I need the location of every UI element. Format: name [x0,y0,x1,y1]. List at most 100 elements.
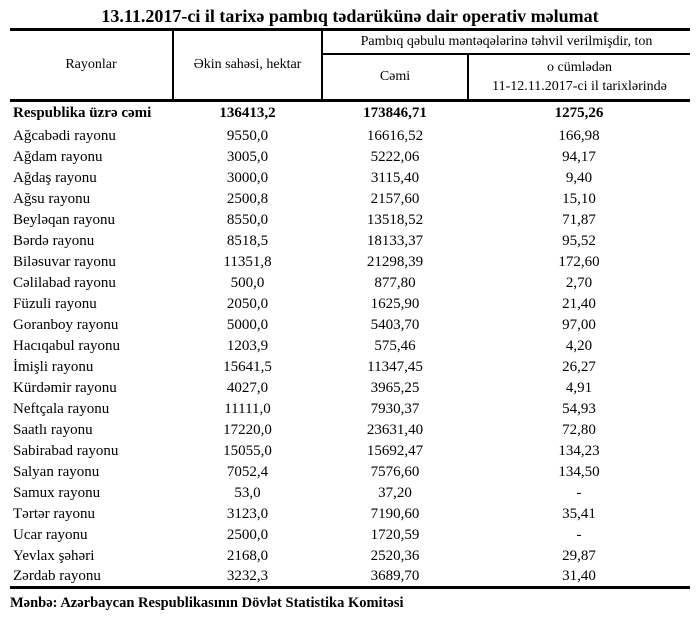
row-region-label: Sabirabad rayonu [13,442,119,459]
row-delivered-total: 21298,39 [366,253,424,270]
row-sown-area: 17220,0 [223,421,272,438]
row-delivered-total: 1625,90 [370,295,420,312]
row-sown-area: 2050,0 [226,295,269,312]
row-sown-area: 11351,8 [223,253,272,270]
table-row: Hacıqabul rayonu 1203,9 575,46 4,20 [10,336,690,357]
table-row: Beyləqan rayonu 8550,0 13518,52 71,87 [10,210,690,231]
row-delivered-11-12: 134,23 [558,442,600,459]
row-region-label: Goranboy rayonu [13,316,119,333]
row-region-label: Ağcabədi rayonu [13,127,116,144]
col-header-recent-dates: o cümlədən 11-12.11.2017-ci il tarixləri… [468,53,691,102]
row-delivered-11-12: 26,27 [562,358,596,375]
total-row: Respublika üzrə cəmi 136413,2 173846,71 … [10,101,690,126]
row-sown-area: 11111,0 [224,400,271,417]
col-header-delivery-group: Pambıq qəbulu məntəqələrinə təhvil veril… [322,29,691,55]
table-row: Zərdab rayonu 3232,3 3689,70 31,40 [10,567,690,588]
row-delivered-total: 11347,45 [367,358,423,375]
col-header-total: Cəmi [322,53,469,102]
header-row-1: Rayonlar Əkin sahəsi, hektar Pambıq qəbu… [10,29,691,102]
total-row-delivered-total: 173846,71 [363,105,427,122]
table-row: Cəlilabad rayonu 500,0 877,80 2,70 [10,273,690,294]
row-delivered-total: 3689,70 [370,567,420,584]
row-sown-area: 3000,0 [226,169,269,186]
table-row: Salyan rayonu 7052,4 7576,60 134,50 [10,462,690,483]
row-region-label: Salyan rayonu [13,463,100,480]
row-sown-area: 7052,4 [226,463,269,480]
row-sown-area: 53,0 [234,484,261,501]
cotton-procurement-table: Rayonlar Əkin sahəsi, hektar Pambıq qəbu… [10,28,691,589]
row-delivered-total: 18133,37 [366,232,424,249]
row-region-label: Ucar rayonu [13,526,88,543]
row-sown-area: 3005,0 [226,148,269,165]
row-delivered-11-12: 2,70 [565,274,593,291]
row-delivered-total: 16616,52 [366,127,424,144]
row-delivered-total: 37,20 [378,484,412,501]
table-row: Sabirabad rayonu 15055,0 15692,47 134,23 [10,441,690,462]
row-sown-area: 15641,5 [223,358,272,375]
row-region-label: Zərdab rayonu [13,567,101,584]
row-sown-area: 2500,0 [226,526,269,543]
table-row: Bərdə rayonu 8518,5 18133,37 95,52 [10,231,690,252]
row-delivered-11-12: 72,80 [562,421,596,438]
row-delivered-11-12: 166,98 [558,127,600,144]
row-delivered-11-12: 15,10 [562,190,596,207]
row-delivered-11-12: 4,20 [565,337,593,354]
row-sown-area: 5000,0 [226,316,269,333]
col-header-region: Rayonlar [10,29,174,102]
row-delivered-11-12: 54,93 [562,400,596,417]
row-delivered-11-12: - [576,526,582,543]
row-delivered-total: 7576,60 [370,463,420,480]
row-delivered-11-12: 29,87 [562,547,596,564]
header-row-2: Cəmi o cümlədən 11-12.11.2017-ci il tari… [10,53,691,102]
row-region-label: Ağdam rayonu [13,148,103,165]
table-row: Goranboy rayonu 5000,0 5403,70 97,00 [10,315,690,336]
row-region-label: Yevlax şəhəri [13,547,95,564]
row-sown-area: 2168,0 [226,547,269,564]
row-region-label: Kürdəmir rayonu [13,379,117,396]
total-row-label: Respublika üzrə cəmi [13,105,152,122]
source-note: Mənbə: Azərbaycan Respublikasının Dövlət… [10,595,404,611]
row-delivered-11-12: 35,41 [562,505,596,522]
row-region-label: Füzuli rayonu [13,295,97,312]
col-header-sown-area: Əkin sahəsi, hektar [173,29,323,102]
col-header-recent-line1: o cümlədən [547,59,612,75]
table-row: Biləsuvar rayonu 11351,8 21298,39 172,60 [10,252,690,273]
row-delivered-11-12: 134,50 [558,463,600,480]
row-region-label: Hacıqabul rayonu [13,337,121,354]
row-sown-area: 4027,0 [226,379,269,396]
table-row: Samux rayonu 53,0 37,20 - [10,483,690,504]
row-delivered-total: 877,80 [374,274,416,291]
row-region-label: Ağsu rayonu [13,190,91,207]
row-delivered-total: 2157,60 [370,190,420,207]
total-row-delivered-11-12: 1275,26 [554,105,604,122]
row-delivered-11-12: 94,17 [562,148,596,165]
table-row: Ucar rayonu 2500,0 1720,59 - [10,525,690,546]
row-delivered-11-12: 172,60 [558,253,600,270]
row-delivered-total: 3965,25 [370,379,420,396]
row-sown-area: 8550,0 [226,211,269,228]
row-delivered-total: 15692,47 [366,442,424,459]
table-row: Yevlax şəhəri 2168,0 2520,36 29,87 [10,546,690,567]
row-delivered-11-12: 9,40 [565,169,593,186]
row-sown-area: 500,0 [230,274,265,291]
report-title: 13.11.2017-ci il tarixə pambıq tədarükün… [101,6,599,26]
row-region-label: Neftçala rayonu [13,400,110,417]
row-sown-area: 8518,5 [226,232,269,249]
row-region-label: Saatlı rayonu [13,421,93,438]
row-delivered-11-12: 21,40 [562,295,596,312]
row-region-label: Samux rayonu [13,484,101,501]
table-header: Rayonlar Əkin sahəsi, hektar Pambıq qəbu… [10,29,691,102]
row-region-label: İmişli rayonu [13,358,94,375]
table-row: Füzuli rayonu 2050,0 1625,90 21,40 [10,294,690,315]
row-delivered-total: 7190,60 [370,505,420,522]
row-delivered-11-12: 4,91 [565,379,593,396]
row-delivered-11-12: 95,52 [562,232,596,249]
row-region-label: Biləsuvar rayonu [13,253,116,270]
row-region-label: Bərdə rayonu [13,232,95,249]
table-body: Respublika üzrə cəmi 136413,2 173846,71 … [10,101,690,588]
table-row: Ağsu rayonu 2500,8 2157,60 15,10 [10,189,690,210]
row-region-label: Tərtər rayonu [13,505,96,522]
row-delivered-11-12: - [576,484,582,501]
row-delivered-11-12: 31,40 [562,567,596,584]
row-sown-area: 9550,0 [226,127,269,144]
